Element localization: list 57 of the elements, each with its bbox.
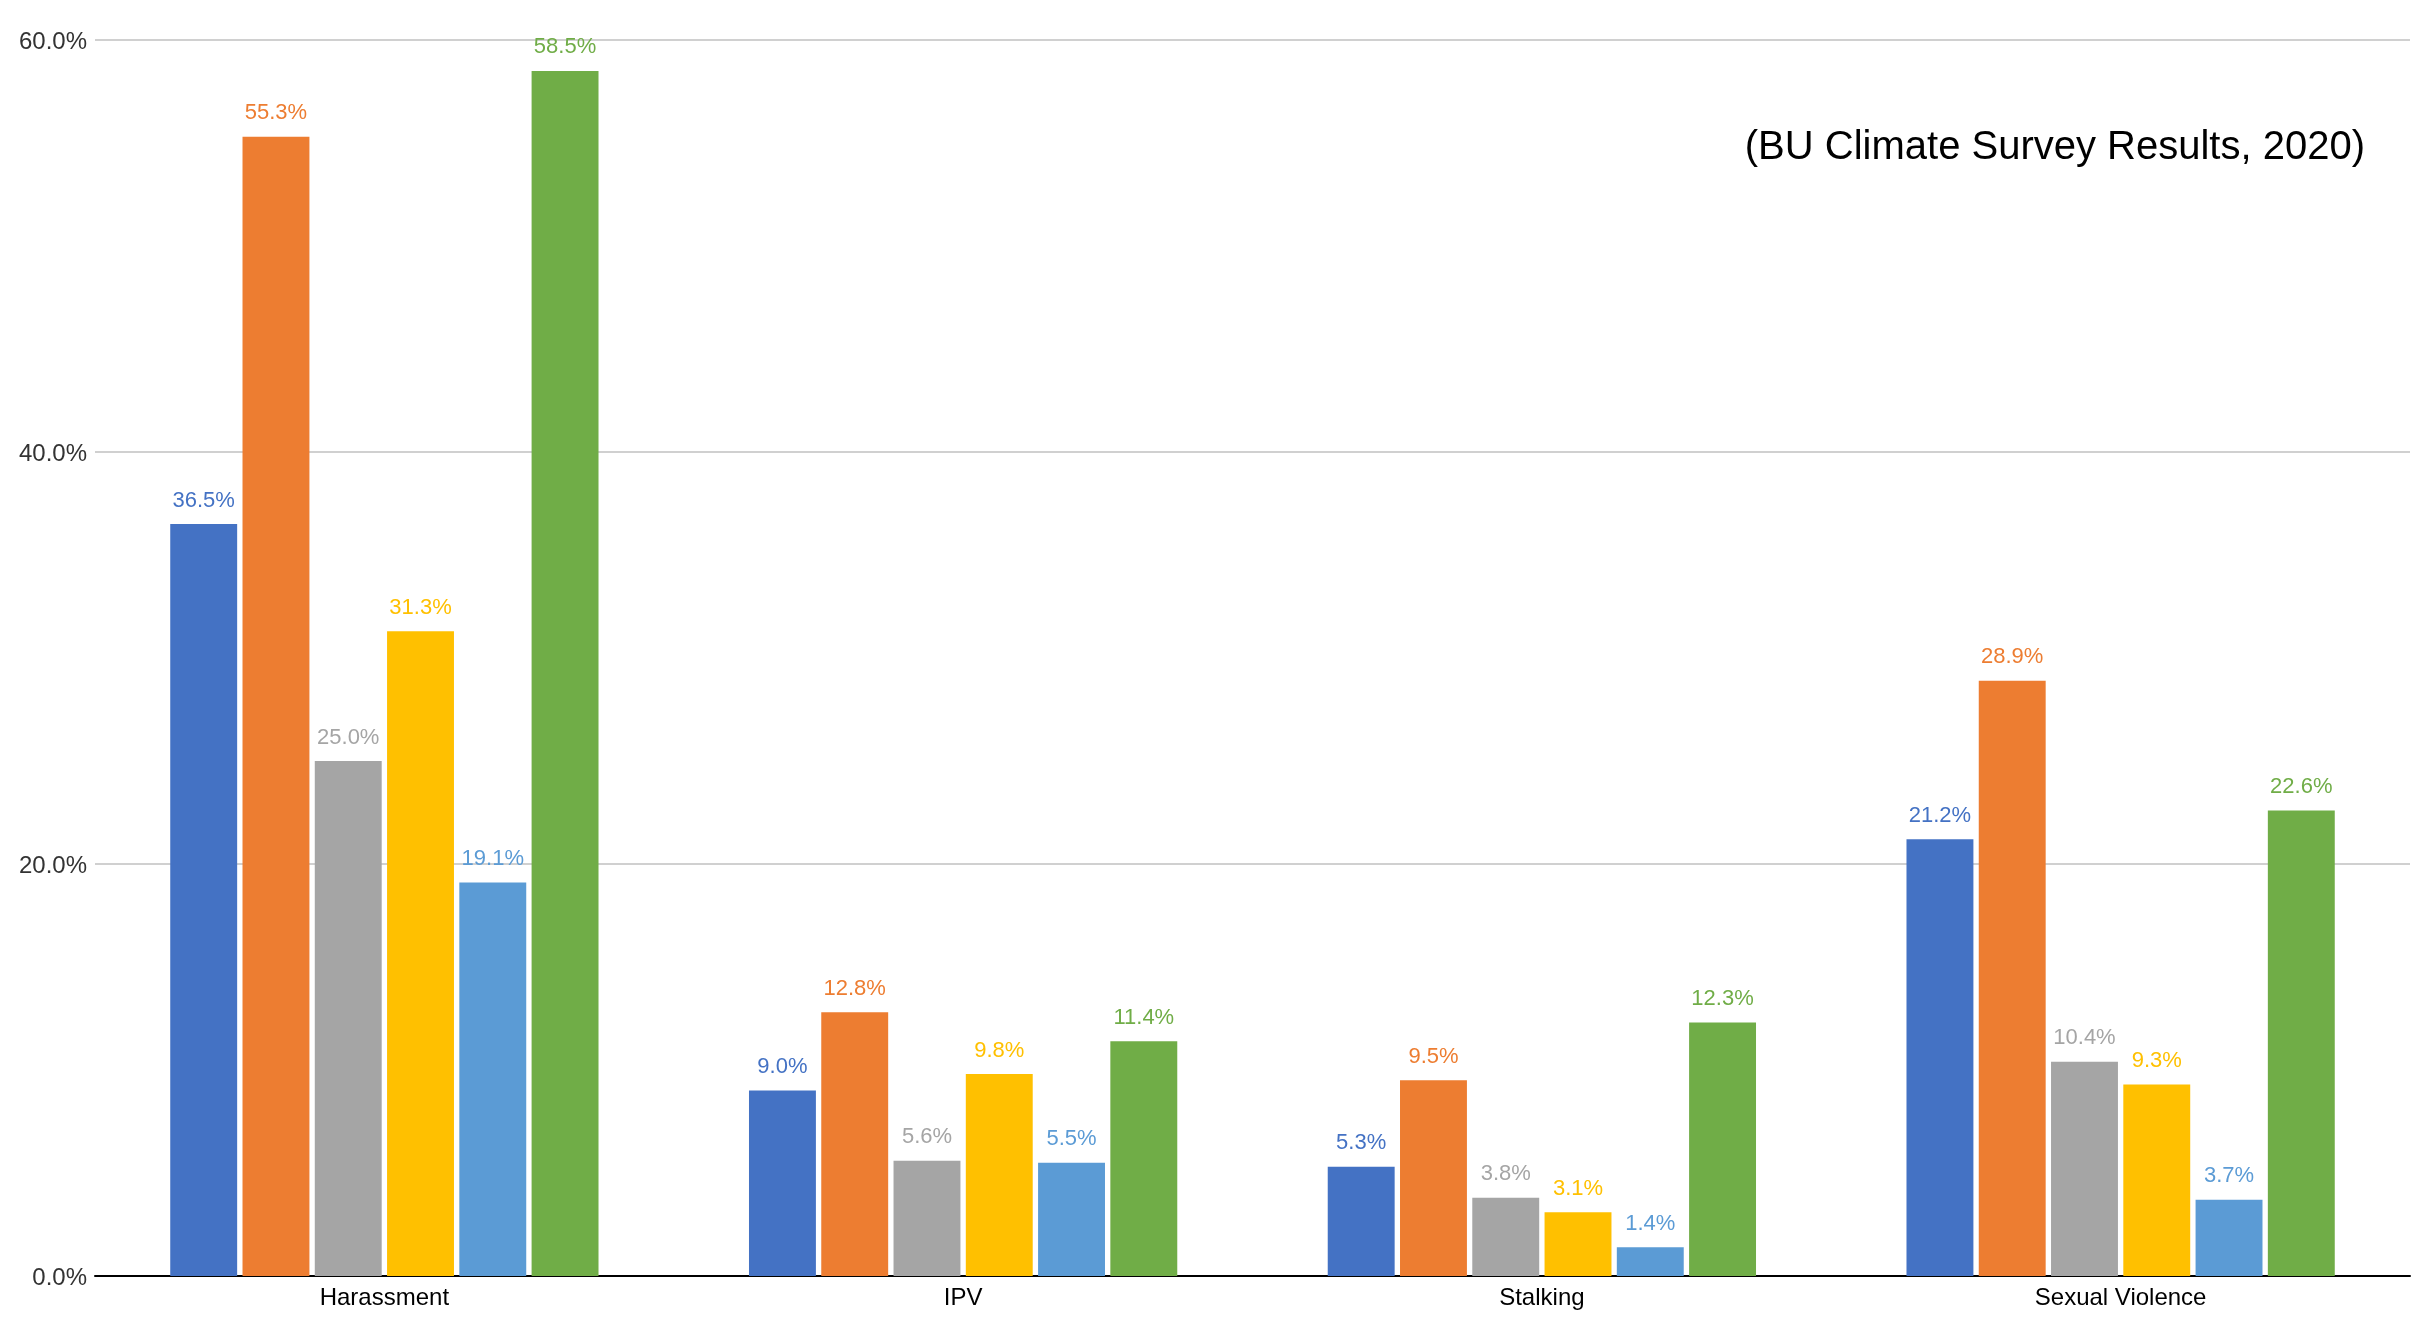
y-tick-label: 60.0%	[18, 26, 87, 54]
x-tick-label: IPV	[943, 1282, 983, 1310]
data-label: 28.9%	[1981, 643, 2044, 669]
y-tick-label: 40.0%	[18, 438, 87, 466]
data-label: 22.6%	[2270, 772, 2333, 798]
bar	[1110, 1041, 1178, 1276]
bar	[531, 70, 599, 1276]
bar	[965, 1074, 1033, 1276]
annotation: (BU Climate Survey Results, 2020)	[1744, 123, 2365, 167]
data-label: 55.3%	[244, 99, 308, 125]
bar	[1978, 680, 2046, 1276]
bar	[387, 631, 454, 1276]
data-label: 12.8%	[823, 974, 886, 1000]
y-tick-label: 20.0%	[18, 850, 87, 878]
data-label: 5.6%	[901, 1123, 953, 1149]
data-label: 36.5%	[172, 486, 235, 512]
bar	[2123, 1084, 2191, 1276]
data-label: 9.8%	[974, 1036, 1025, 1062]
bar	[1472, 1197, 1540, 1276]
bar	[1038, 1162, 1105, 1276]
bar	[748, 1090, 816, 1276]
bar	[1906, 839, 1974, 1276]
bar	[2195, 1199, 2263, 1276]
data-label: 58.5%	[533, 33, 597, 59]
data-label: 9.3%	[2131, 1046, 2182, 1072]
bar	[821, 1012, 889, 1276]
y-tick-label: 0.0%	[32, 1262, 87, 1290]
bar	[459, 882, 527, 1276]
bar	[242, 136, 310, 1276]
x-tick-label: Stalking	[1499, 1282, 1585, 1310]
bar	[2051, 1061, 2118, 1276]
data-label: 3.7%	[2203, 1162, 2255, 1188]
bar	[1327, 1166, 1395, 1276]
data-label: 10.4%	[2053, 1024, 2116, 1050]
data-label: 11.4%	[1113, 1003, 1175, 1029]
bar	[1689, 1022, 1757, 1276]
data-label: 19.1%	[461, 845, 524, 871]
bar	[1400, 1080, 1467, 1276]
bar	[2267, 810, 2335, 1276]
data-label: 25.0%	[317, 723, 380, 749]
data-label: 12.3%	[1691, 985, 1754, 1011]
bar	[1544, 1212, 1612, 1276]
x-tick-label: Harassment	[319, 1282, 450, 1310]
bar	[314, 761, 382, 1276]
data-label: 5.5%	[1046, 1125, 1097, 1151]
data-label: 31.3%	[389, 593, 452, 619]
data-label: 1.4%	[1625, 1209, 1676, 1235]
bar	[893, 1160, 961, 1276]
x-tick-label: Sexual Violence	[2034, 1282, 2207, 1310]
bar	[1616, 1247, 1684, 1276]
bar	[170, 524, 238, 1276]
data-label: 21.2%	[1908, 801, 1972, 827]
data-label: 9.5%	[1408, 1042, 1459, 1068]
data-label: 5.3%	[1336, 1129, 1387, 1155]
data-label: 9.0%	[757, 1053, 808, 1079]
data-label: 3.8%	[1480, 1160, 1531, 1186]
data-label: 3.1%	[1552, 1174, 1604, 1200]
